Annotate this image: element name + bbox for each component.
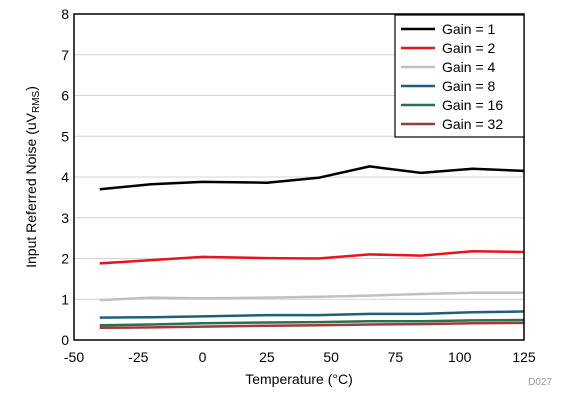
plot-area-frame xyxy=(73,13,525,341)
figure-code: D027 xyxy=(528,377,552,388)
legend-label-6: Gain = 32 xyxy=(442,116,503,132)
series-line-gain-2 xyxy=(99,249,525,265)
legend-label-1: Gain = 1 xyxy=(442,21,496,37)
series-line-gain-4 xyxy=(99,310,525,319)
x-tick-125: 125 xyxy=(512,349,536,365)
y-tick-3: 3 xyxy=(61,210,69,226)
legend-label-2: Gain = 2 xyxy=(442,40,496,56)
y-tick-0: 0 xyxy=(61,332,69,348)
x-tick-25: 25 xyxy=(259,349,275,365)
y-tick-1: 1 xyxy=(61,291,69,307)
legend: Gain = 1 Gain = 2 Gain = 4 Gain = 8 Gain = 1… xyxy=(394,14,525,138)
y-tick-4: 4 xyxy=(61,169,69,185)
x-tick-labels: -50 -25 0 25 50 75 100 125 xyxy=(64,349,536,365)
y-axis-label-close: ) xyxy=(23,86,39,91)
x-tick--50: -50 xyxy=(64,349,84,365)
x-tick-100: 100 xyxy=(448,349,472,365)
x-tick--25: -25 xyxy=(128,349,148,365)
series-line-gain-5 xyxy=(99,318,525,327)
legend-label-5: Gain = 16 xyxy=(442,97,503,113)
gridlines xyxy=(74,54,524,300)
series-line-gain-3 xyxy=(99,291,524,302)
series-line-gain-6 xyxy=(99,321,525,330)
y-tick-labels: 0 1 2 3 4 5 6 7 8 xyxy=(61,6,69,348)
y-tick-6: 6 xyxy=(61,88,69,104)
series-lines xyxy=(99,165,525,330)
y-tick-8: 8 xyxy=(61,6,69,22)
y-axis-label-main: Input Referred Noise (uV xyxy=(23,112,39,268)
legend-label-3: Gain = 4 xyxy=(442,59,496,75)
x-axis-label: Temperature (°C) xyxy=(245,371,353,387)
y-tick-5: 5 xyxy=(61,128,69,144)
y-tick-7: 7 xyxy=(61,47,69,63)
series-line-gain-1 xyxy=(99,165,525,191)
x-tick-0: 0 xyxy=(199,349,207,365)
x-tick-75: 75 xyxy=(388,349,404,365)
y-axis-label: Input Referred Noise (uVRMS) xyxy=(23,86,42,268)
y-axis-label-subscript: RMS xyxy=(31,90,42,113)
legend-label-4: Gain = 8 xyxy=(442,78,496,94)
legend-box xyxy=(394,14,525,138)
y-tick-2: 2 xyxy=(61,251,69,267)
x-tick-50: 50 xyxy=(323,349,339,365)
